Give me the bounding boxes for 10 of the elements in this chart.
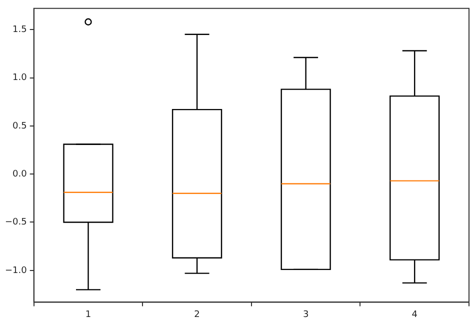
y-tick-label: 0.5 [12, 121, 27, 132]
x-tick-label: 2 [194, 310, 200, 320]
y-tick-label: 1.0 [12, 73, 28, 84]
x-tick-label: 1 [85, 310, 92, 320]
y-tick-label: 1.5 [12, 24, 27, 35]
y-tick-label: 0.0 [12, 169, 28, 180]
x-tick-label: 4 [412, 310, 418, 320]
x-tick-label: 3 [302, 310, 309, 320]
y-tick-label: −1.0 [4, 266, 28, 276]
y-tick-label: −0.5 [4, 218, 27, 228]
